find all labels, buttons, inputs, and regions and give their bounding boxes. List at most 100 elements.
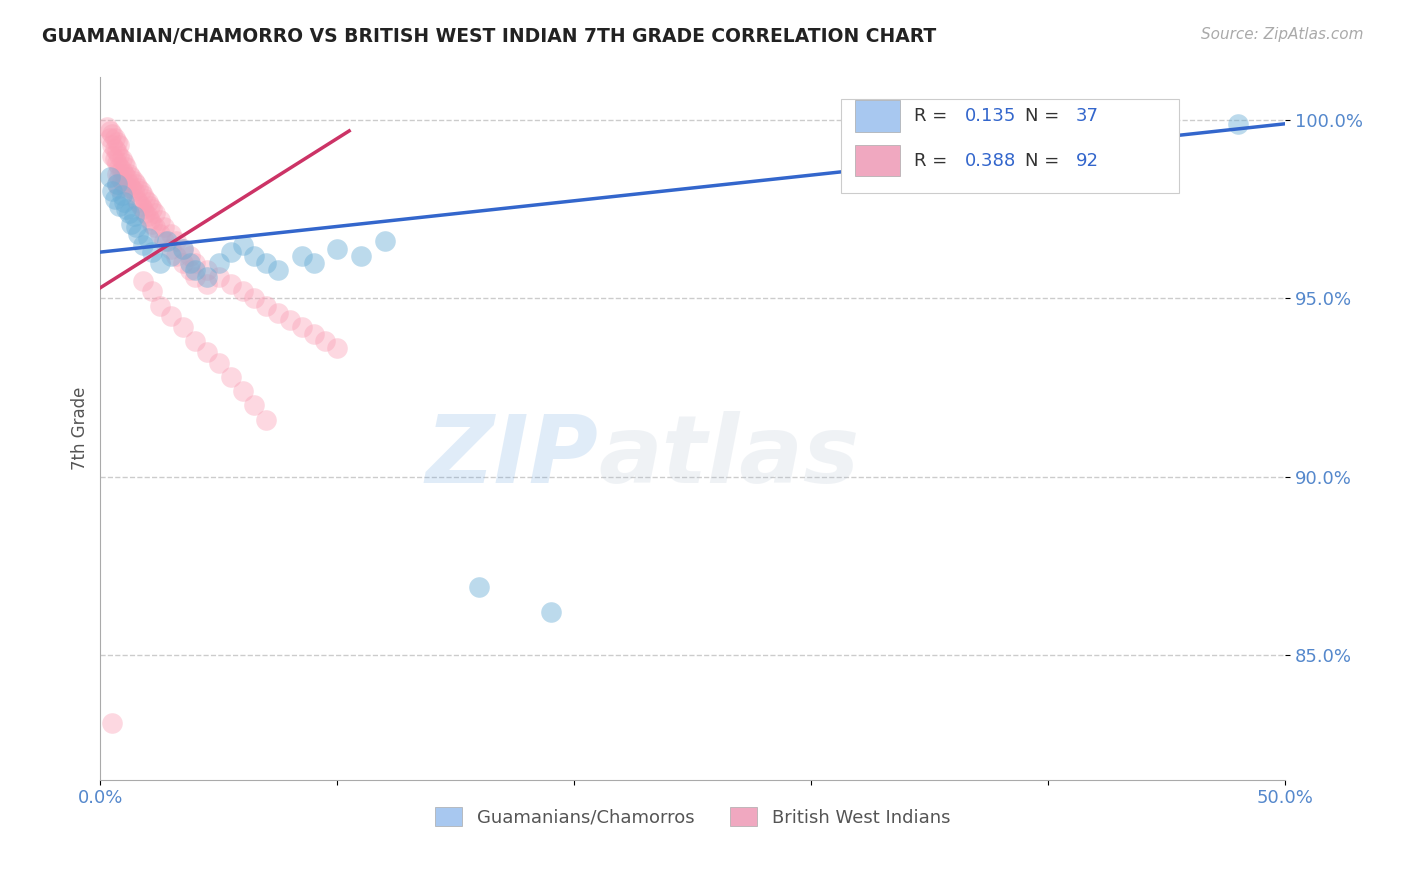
Text: ZIP: ZIP (425, 410, 598, 502)
Point (136, 195, 159, 210)
Point (122, 185, 145, 199)
Point (278, 313, 301, 327)
Point (103, 131, 125, 145)
Point (125, 220, 148, 235)
Point (101, 149, 124, 163)
Point (115, 160, 138, 174)
Point (103, 192, 125, 206)
Point (540, 605, 562, 619)
Point (184, 256, 207, 270)
Point (98, 131, 121, 145)
Point (172, 320, 194, 334)
Point (115, 170, 138, 185)
Text: R =: R = (914, 107, 953, 125)
Point (108, 149, 131, 163)
Point (125, 192, 148, 206)
Text: 37: 37 (1076, 107, 1098, 125)
Point (122, 210, 145, 224)
Point (111, 163, 134, 178)
Point (149, 213, 172, 227)
Point (326, 242, 349, 256)
Point (105, 156, 128, 170)
Point (160, 249, 183, 263)
Point (160, 242, 183, 256)
Point (105, 145, 128, 160)
Text: GUAMANIAN/CHAMORRO VS BRITISH WEST INDIAN 7TH GRADE CORRELATION CHART: GUAMANIAN/CHAMORRO VS BRITISH WEST INDIA… (42, 27, 936, 45)
Point (156, 235, 179, 249)
Point (195, 263, 218, 277)
Point (254, 256, 277, 270)
Point (122, 174, 145, 188)
Point (139, 213, 162, 227)
Point (314, 334, 336, 349)
Point (127, 195, 149, 210)
Point (179, 249, 201, 263)
Point (143, 220, 166, 235)
Point (208, 256, 231, 270)
Text: N =: N = (1025, 107, 1064, 125)
Bar (855, 100, 900, 132)
Point (291, 249, 314, 263)
Point (105, 178, 128, 192)
Point (231, 285, 253, 299)
Point (141, 202, 163, 217)
Point (118, 167, 141, 181)
Point (291, 320, 314, 334)
Point (153, 220, 176, 235)
Point (141, 245, 163, 260)
Point (350, 249, 373, 263)
Point (254, 412, 277, 426)
Point (208, 270, 231, 285)
Point (112, 178, 135, 192)
Point (208, 355, 231, 369)
Point (149, 299, 172, 313)
Point (98, 124, 121, 138)
Point (184, 334, 207, 349)
Text: 0.135: 0.135 (966, 107, 1017, 125)
Point (172, 242, 194, 256)
Point (219, 369, 242, 384)
Point (184, 263, 207, 277)
Legend: Guamanians/Chamorros, British West Indians: Guamanians/Chamorros, British West India… (427, 800, 957, 834)
Point (139, 199, 162, 213)
Point (184, 270, 207, 285)
Point (98, 170, 121, 185)
Text: Source: ZipAtlas.com: Source: ZipAtlas.com (1201, 27, 1364, 42)
Point (105, 135, 128, 149)
Point (134, 206, 156, 220)
Point (160, 227, 183, 242)
Point (1226, 117, 1249, 131)
Point (302, 327, 325, 342)
Point (127, 181, 149, 195)
Point (267, 306, 290, 320)
Point (143, 206, 166, 220)
Point (231, 384, 253, 398)
Point (115, 181, 138, 195)
Point (243, 292, 266, 306)
Point (120, 170, 142, 185)
Point (101, 138, 124, 153)
Point (129, 199, 152, 213)
Text: N =: N = (1025, 152, 1064, 169)
Point (165, 235, 187, 249)
Point (115, 202, 138, 217)
Point (165, 249, 187, 263)
Point (153, 235, 176, 249)
Point (179, 256, 201, 270)
Point (108, 160, 131, 174)
Point (136, 210, 159, 224)
Point (103, 142, 125, 156)
Point (267, 263, 290, 277)
Point (103, 153, 125, 167)
Bar (855, 145, 900, 177)
Point (127, 227, 149, 242)
Point (219, 245, 242, 260)
Point (125, 178, 148, 192)
Point (219, 277, 242, 292)
Point (195, 344, 218, 359)
Point (149, 227, 172, 242)
Point (149, 256, 172, 270)
Point (105, 178, 128, 192)
Point (105, 167, 128, 181)
Point (136, 231, 159, 245)
